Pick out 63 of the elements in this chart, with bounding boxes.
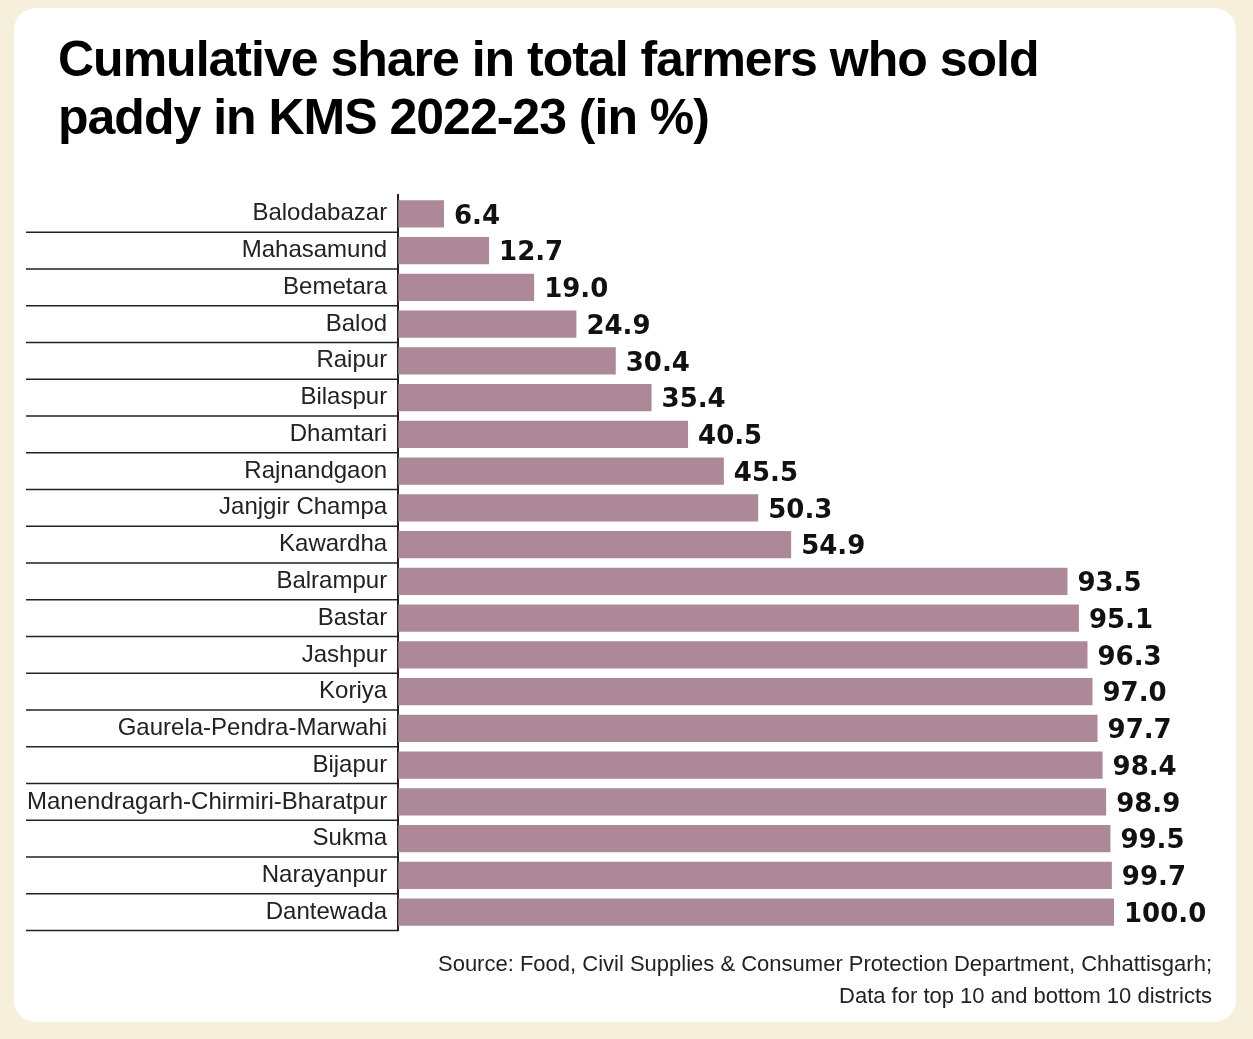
y-tick-label: Manendragarh-Chirmiri-Bharatpur [27, 786, 388, 814]
y-tick-label: Sukma [312, 823, 388, 851]
data-label: 95.1 [1088, 603, 1154, 634]
bar [398, 347, 616, 375]
data-label: 45.5 [733, 456, 799, 487]
bar [398, 861, 1112, 890]
y-tick-label: Bemetara [283, 271, 388, 299]
y-tick-label: Balrampur [276, 566, 388, 594]
data-label: 24.9 [586, 309, 651, 340]
y-tick-label: Balodabazar [252, 198, 388, 226]
y-tick-label: Gaurela-Pendra-Marwahi [117, 713, 388, 741]
data-label: 93.5 [1077, 567, 1142, 598]
source-note: Source: Food, Civil Supplies & Consumer Protection Department, Chhattisgarh; [437, 950, 1212, 978]
y-tick-label: Jashpur [301, 639, 388, 667]
data-label: 54.9 [801, 530, 866, 561]
y-tick-label: Bijapur [312, 749, 388, 777]
data-label: 99.5 [1120, 824, 1185, 855]
data-label: 98.9 [1116, 787, 1181, 818]
y-tick-label: Janjgir Champa [219, 492, 388, 520]
bar [398, 236, 490, 265]
data-label: 6.4 [453, 199, 501, 230]
y-tick-label: Mahasamund [241, 235, 388, 263]
y-tick-label: Koriya [319, 676, 388, 704]
data-label: 30.4 [625, 346, 690, 377]
bar [398, 200, 444, 228]
data-label: 98.4 [1112, 750, 1177, 781]
bar [398, 457, 724, 485]
bar [398, 751, 1103, 779]
bar [398, 420, 689, 448]
data-label: 50.3 [768, 493, 833, 524]
bar [398, 714, 1098, 743]
bar [398, 531, 792, 559]
y-tick-label: Rajnandgaon [244, 455, 388, 483]
data-label: 97.0 [1102, 677, 1167, 708]
bar [398, 825, 1111, 853]
data-label: 96.3 [1097, 640, 1162, 671]
data-label: 97.7 [1107, 714, 1172, 745]
data-label: 40.5 [698, 420, 763, 451]
bar [398, 604, 1079, 632]
y-tick-label: Dantewada [265, 896, 388, 924]
y-tick-label: Bastar [317, 602, 388, 630]
y-tick-label: Balod [325, 308, 388, 336]
data-label: 12.7 [499, 236, 564, 267]
data-label: 100.0 [1124, 897, 1207, 928]
bar [398, 383, 652, 412]
y-tick-label: Bilaspur [300, 382, 388, 410]
text: Data for top 10 and bottom 10 districts [838, 982, 1212, 1010]
bar [398, 310, 577, 338]
y-tick-label: Narayanpur [261, 860, 388, 888]
data-label: 35.4 [661, 383, 726, 414]
chart-title: Cumulative share in total farmers who sold paddy in KMS 2022-23 (in %) [58, 30, 1040, 146]
bar [398, 788, 1107, 816]
bar [398, 273, 535, 301]
y-tick-label: Kawardha [279, 529, 388, 557]
data-label: 19.0 [544, 273, 609, 304]
bar [398, 494, 759, 522]
y-tick-label: Dhamtari [289, 418, 388, 446]
bar [398, 898, 1114, 926]
data-label: 99.7 [1121, 861, 1187, 892]
bar [398, 567, 1068, 595]
bar [398, 641, 1088, 669]
y-tick-label: Raipur [316, 345, 388, 373]
bar [398, 678, 1093, 706]
